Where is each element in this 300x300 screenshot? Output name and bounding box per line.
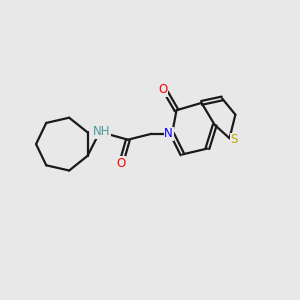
Text: O: O (116, 157, 125, 170)
Text: N: N (164, 127, 173, 140)
Text: S: S (230, 133, 238, 146)
Text: NH: NH (93, 125, 110, 138)
Text: O: O (159, 83, 168, 96)
